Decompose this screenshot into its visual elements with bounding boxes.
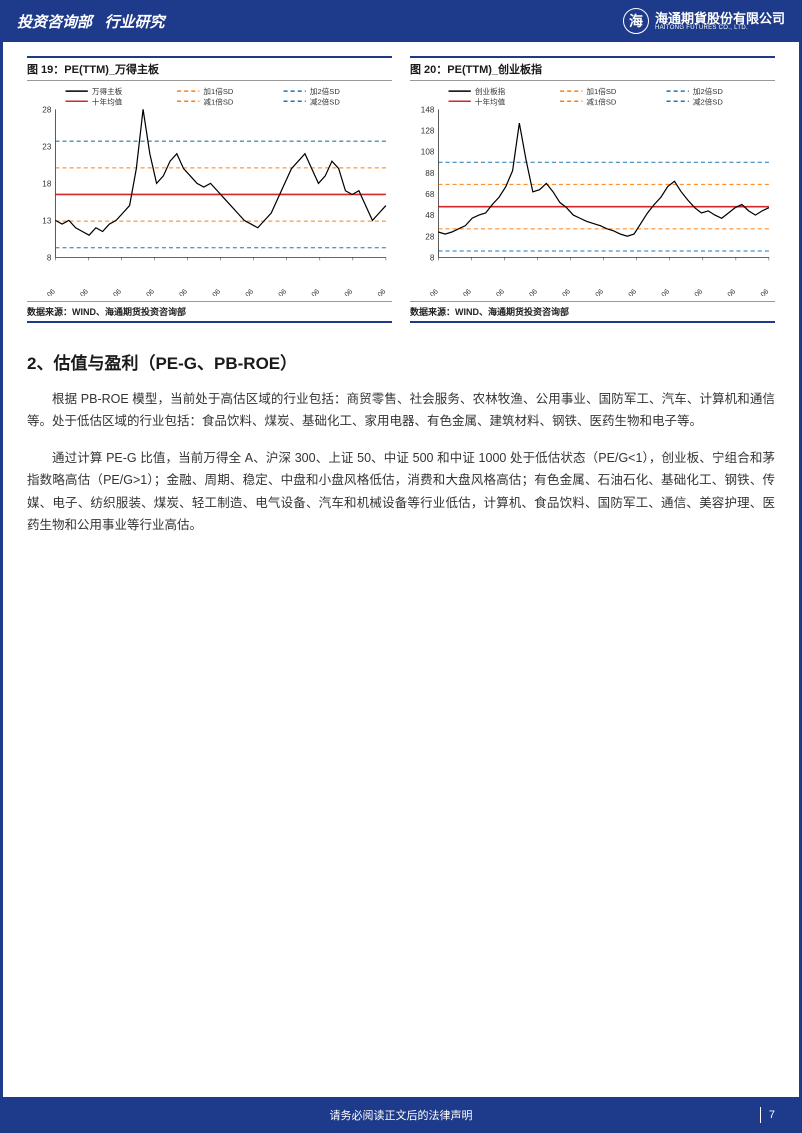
- svg-text:13: 13: [42, 216, 52, 225]
- svg-text:加1倍SD: 加1倍SD: [203, 86, 233, 96]
- chart-20-svg: 创业板指十年均值 加1倍SD减1倍SD 加2倍SD减2倍SD 8 28 48 68 88 108…: [410, 83, 775, 296]
- svg-text:23: 23: [42, 142, 52, 151]
- section-title: 2、估值与盈利（PE-G、PB-ROE）: [27, 349, 775, 374]
- company-name-cn: 海通期貨股份有限公司: [655, 12, 785, 25]
- svg-text:108: 108: [421, 148, 435, 157]
- chart-20-source: 数据来源：WIND、海通期货投资咨询部: [410, 301, 775, 323]
- logo-text: 海通期貨股份有限公司 HAITONG FUTURES CO., LTD.: [655, 12, 785, 31]
- chart-19-box: 图 19：PE(TTM)_万得主板 万得主板十年均值 加1倍SD减1倍SD 加2倍S…: [27, 56, 392, 323]
- paragraph-1: 根据 PB-ROE 模型，当前处于高估区域的行业包括：商贸零售、社会服务、农林牧…: [27, 388, 775, 433]
- chart-20-box: 图 20：PE(TTM)_创业板指 创业板指十年均值 加1倍SD减1倍SD 加2倍S…: [410, 56, 775, 323]
- svg-text:18: 18: [42, 179, 52, 188]
- chart-20-title: 图 20：PE(TTM)_创业板指: [410, 56, 775, 81]
- svg-text:加2倍SD: 加2倍SD: [693, 86, 723, 96]
- svg-text:28: 28: [425, 232, 435, 241]
- paragraph-2: 通过计算 PE-G 比值，当前万得全 A、沪深 300、上证 50、中证 500…: [27, 447, 775, 537]
- department-label: 投资咨询部: [17, 14, 92, 31]
- footer-disclaimer: 请务必阅读正文后的法律声明: [330, 1107, 473, 1123]
- svg-text:十年均值: 十年均值: [92, 96, 123, 106]
- svg-text:万得主板: 万得主板: [92, 86, 123, 96]
- svg-text:减1倍SD: 减1倍SD: [203, 96, 233, 106]
- header-title: 投资咨询部 行业研究: [17, 11, 165, 32]
- svg-text:48: 48: [425, 211, 435, 220]
- svg-text:28: 28: [42, 105, 52, 114]
- svg-text:8: 8: [47, 253, 52, 262]
- logo-icon: 海: [623, 8, 649, 34]
- page-content: 图 19：PE(TTM)_万得主板 万得主板十年均值加1倍SD减1倍SD加2倍S…: [3, 42, 799, 537]
- chart-19-source: 数据来源：WIND、海通期货投资咨询部: [27, 301, 392, 323]
- svg-text:加1倍SD: 加1倍SD: [586, 86, 616, 96]
- svg-text:148: 148: [421, 105, 435, 114]
- page-number: 7: [769, 1109, 775, 1121]
- charts-row: 图 19：PE(TTM)_万得主板 万得主板十年均值加1倍SD减1倍SD加2倍S…: [27, 56, 775, 323]
- svg-text:减2倍SD: 减2倍SD: [693, 96, 723, 106]
- page-footer: 请务必阅读正文后的法律声明 7: [3, 1097, 799, 1133]
- page-divider: [760, 1107, 761, 1123]
- header-logo: 海 海通期貨股份有限公司 HAITONG FUTURES CO., LTD.: [623, 8, 785, 34]
- svg-text:68: 68: [425, 190, 435, 199]
- page-header: 投资咨询部 行业研究 海 海通期貨股份有限公司 HAITONG FUTURES …: [3, 0, 799, 42]
- chart-19-svg: 万得主板十年均值加1倍SD减1倍SD加2倍SD减2倍SD813182328201…: [27, 83, 392, 296]
- company-name-en: HAITONG FUTURES CO., LTD.: [655, 25, 785, 31]
- svg-text:十年均值: 十年均值: [475, 96, 506, 106]
- page-number-block: 7: [760, 1107, 775, 1123]
- svg-text:88: 88: [425, 169, 435, 178]
- svg-text:创业板指: 创业板指: [475, 86, 506, 96]
- svg-text:加2倍SD: 加2倍SD: [310, 86, 340, 96]
- svg-text:减1倍SD: 减1倍SD: [586, 96, 616, 106]
- logo-char: 海: [629, 11, 643, 31]
- category-label: 行业研究: [105, 14, 165, 31]
- chart-19-title: 图 19：PE(TTM)_万得主板: [27, 56, 392, 81]
- svg-text:128: 128: [421, 127, 435, 136]
- svg-text:8: 8: [430, 253, 435, 262]
- svg-text:减2倍SD: 减2倍SD: [310, 96, 340, 106]
